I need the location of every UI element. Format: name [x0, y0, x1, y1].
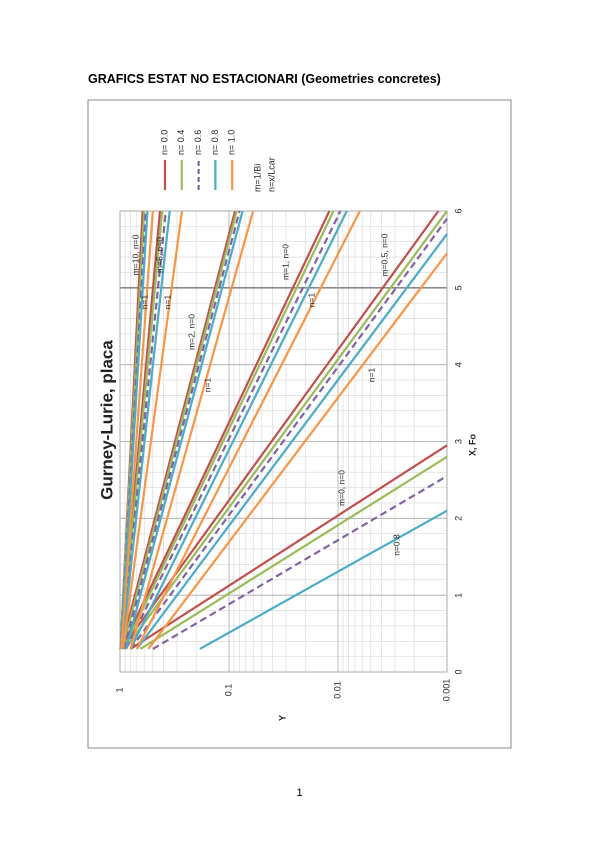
annotation: m=2, n=0	[186, 314, 196, 350]
series-line	[152, 475, 448, 650]
series-line	[129, 444, 448, 650]
series-line	[124, 210, 244, 650]
annotation: n=1	[162, 295, 172, 310]
legend-label: n= 0.8	[210, 130, 220, 155]
series-line	[119, 210, 147, 650]
y-tick-label: 1	[114, 687, 124, 692]
annotation: n=0.8	[391, 534, 401, 556]
legend-label: n= 0.4	[176, 130, 186, 155]
series-line	[122, 210, 241, 650]
annotation: m=0.5, n=0	[379, 233, 389, 276]
series-line	[136, 233, 448, 650]
series-line	[120, 210, 167, 650]
plot: 0 1 2 3 4 5 6 1 0.1 0.01 0.001 Gurney-Lurie, placa X…	[97, 130, 477, 721]
series-line	[135, 210, 361, 650]
series-line	[122, 210, 335, 650]
series-line	[121, 210, 184, 650]
legend-label: n= 0.0	[159, 130, 169, 155]
annotation: n=1	[366, 368, 376, 383]
legend-label: n= 0.6	[193, 130, 203, 155]
y-tick-label: 0.01	[332, 681, 342, 699]
x-tick-label: 0	[453, 669, 463, 674]
legend-label: n= 1.0	[227, 130, 237, 155]
series-line	[119, 210, 149, 650]
series-line	[199, 509, 448, 650]
legend-note: n=x/Lcar	[266, 157, 276, 192]
heading: GRAFICS ESTAT NO ESTACIONARI (Geometries…	[88, 72, 441, 86]
annotation: n=1	[306, 293, 316, 308]
x-tick-label: 3	[453, 439, 463, 444]
annotation: n=1	[139, 295, 149, 310]
series-line	[147, 252, 448, 650]
series-line	[120, 210, 154, 650]
chart-title: Gurney-Lurie, placa	[97, 340, 116, 500]
x-tick-label: 6	[453, 208, 463, 213]
annotation: n=1	[202, 378, 212, 393]
series-line	[129, 218, 448, 650]
series-line	[129, 210, 255, 650]
series-line	[129, 210, 348, 650]
annotation: m=1, n=0	[280, 244, 290, 280]
x-tick-label: 5	[453, 285, 463, 290]
y-tick-label: 0.1	[223, 684, 233, 697]
annotation: m=0, n=0	[336, 470, 346, 506]
y-tick-label: 0.001	[441, 679, 451, 702]
series-line	[120, 210, 331, 650]
legend-note: m=1/Bi	[252, 164, 262, 192]
series-line	[139, 455, 448, 650]
series-line	[119, 210, 237, 650]
page-number: 1	[296, 787, 303, 799]
x-tick-label: 4	[453, 362, 463, 367]
series-line	[125, 210, 342, 650]
series-line	[124, 210, 448, 650]
y-axis-label: Y	[277, 715, 287, 721]
x-tick-label: 2	[453, 516, 463, 521]
series-line	[120, 210, 171, 650]
annotation: m=10, n=0	[130, 234, 140, 275]
x-tick-label: 1	[453, 593, 463, 598]
series-line	[121, 210, 238, 650]
series-line	[119, 210, 164, 650]
x-axis-label: X, Fo	[467, 433, 477, 456]
annotation: m=5, n=0	[154, 237, 164, 273]
